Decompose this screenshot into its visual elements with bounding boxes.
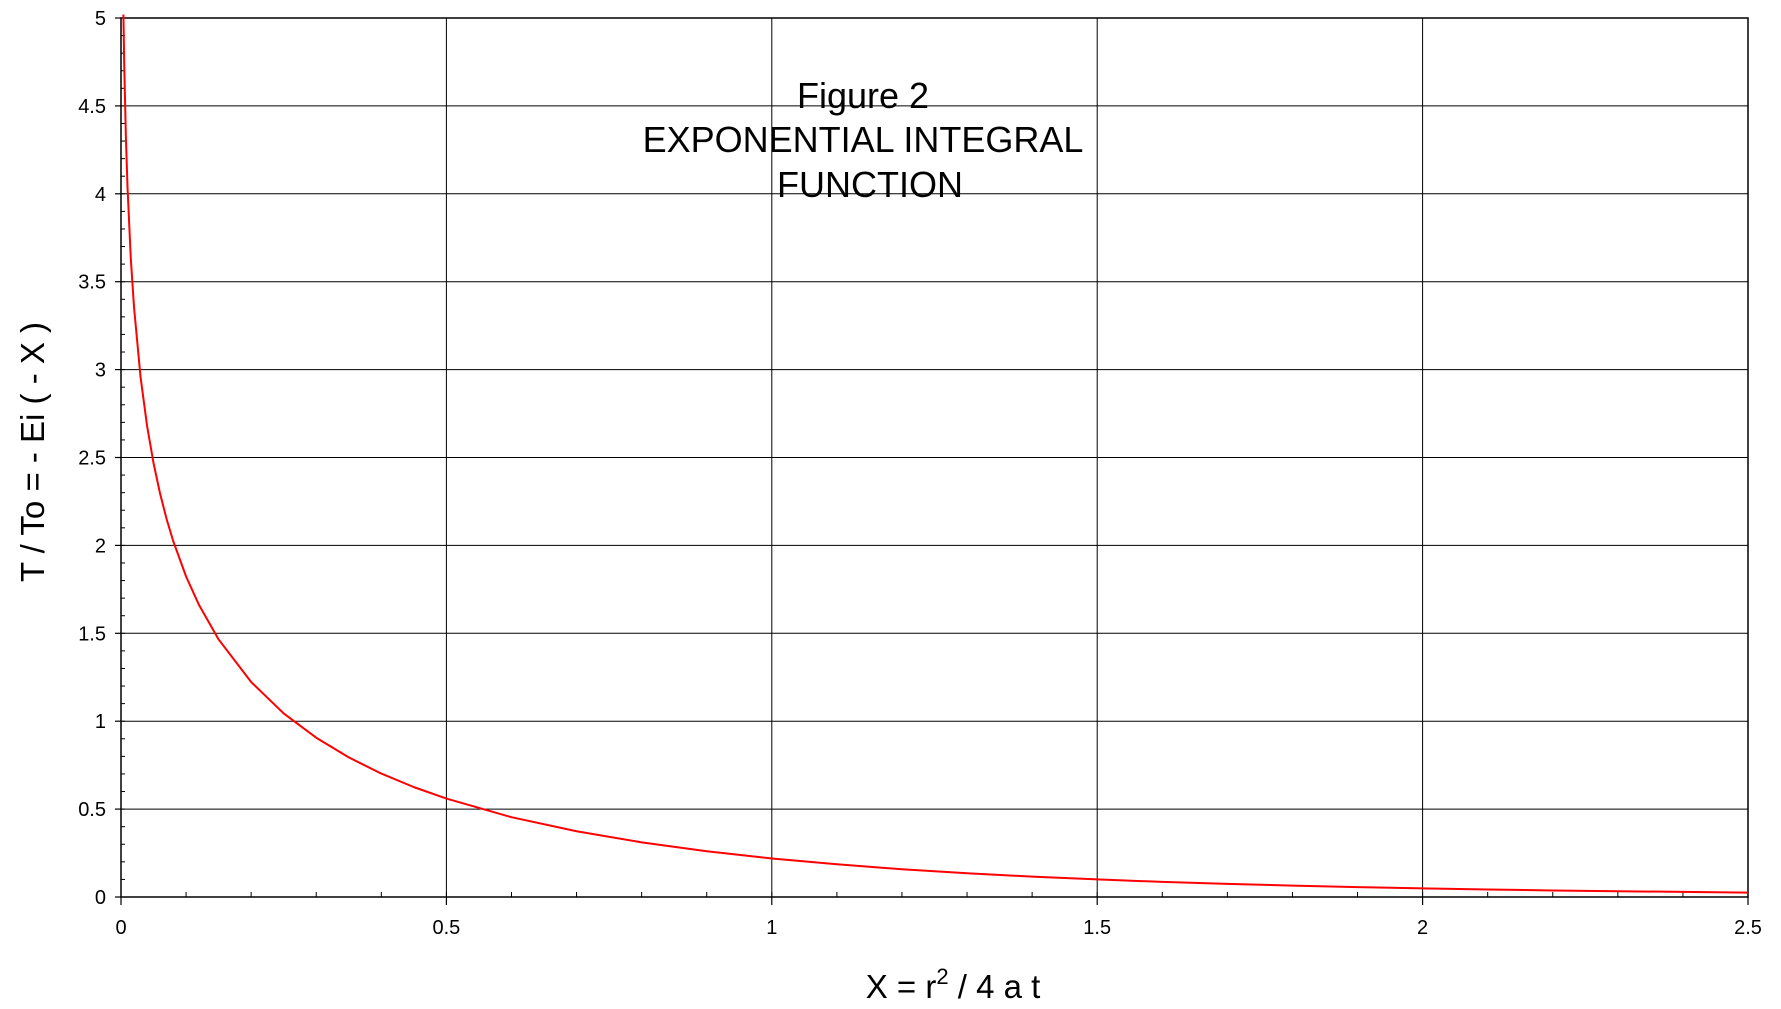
x-axis-label: X = r2 / 4 a t [866, 964, 1041, 1005]
title-line-3: FUNCTION [777, 164, 963, 205]
y-tick-label: 1 [95, 711, 106, 733]
x-tick-label: 0 [115, 917, 126, 939]
y-tick-label: 2.5 [78, 448, 106, 470]
x-tick-label: 2.5 [1734, 917, 1762, 939]
y-axis-ticks: 0 0.5 1 1.5 2 2.5 3 3.5 4 4.5 5 [78, 8, 121, 909]
y-tick-label: 5 [95, 8, 106, 30]
y-tick-label: 1.5 [78, 623, 106, 645]
series-layer [122, 14, 1749, 894]
x-axis-label-superscript: 2 [936, 964, 948, 989]
y-axis-label: T / To = - Ei ( - X ) [14, 322, 51, 582]
title-line-2: EXPONENTIAL INTEGRAL [643, 119, 1084, 160]
chart-title: Figure 2 EXPONENTIAL INTEGRAL FUNCTION [643, 75, 1084, 205]
y-tick-label: 0 [95, 887, 106, 909]
y-tick-label: 3.5 [78, 272, 106, 294]
x-axis-ticks: 0 0.5 1 1.5 2 2.5 [115, 897, 1762, 939]
y-tick-label: 4.5 [78, 96, 106, 118]
y-tick-label: 2 [95, 535, 106, 557]
title-line-1: Figure 2 [797, 75, 929, 116]
x-axis-label-rest: / 4 a t [949, 968, 1041, 1005]
series-line-0 [122, 14, 1749, 894]
x-tick-label: 1.5 [1083, 917, 1111, 939]
x-tick-label: 2 [1417, 917, 1428, 939]
y-tick-label: 0.5 [78, 799, 106, 821]
y-tick-label: 4 [95, 184, 106, 206]
gridlines [121, 18, 1748, 897]
x-tick-label: 1 [766, 917, 777, 939]
y-tick-label: 3 [95, 360, 106, 382]
x-tick-label: 0.5 [432, 917, 460, 939]
x-axis-label-main: X = r [866, 968, 937, 1005]
